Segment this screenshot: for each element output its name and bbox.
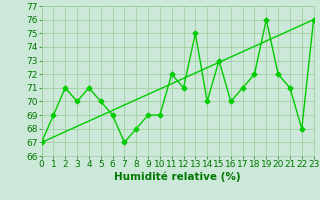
X-axis label: Humidité relative (%): Humidité relative (%): [114, 172, 241, 182]
